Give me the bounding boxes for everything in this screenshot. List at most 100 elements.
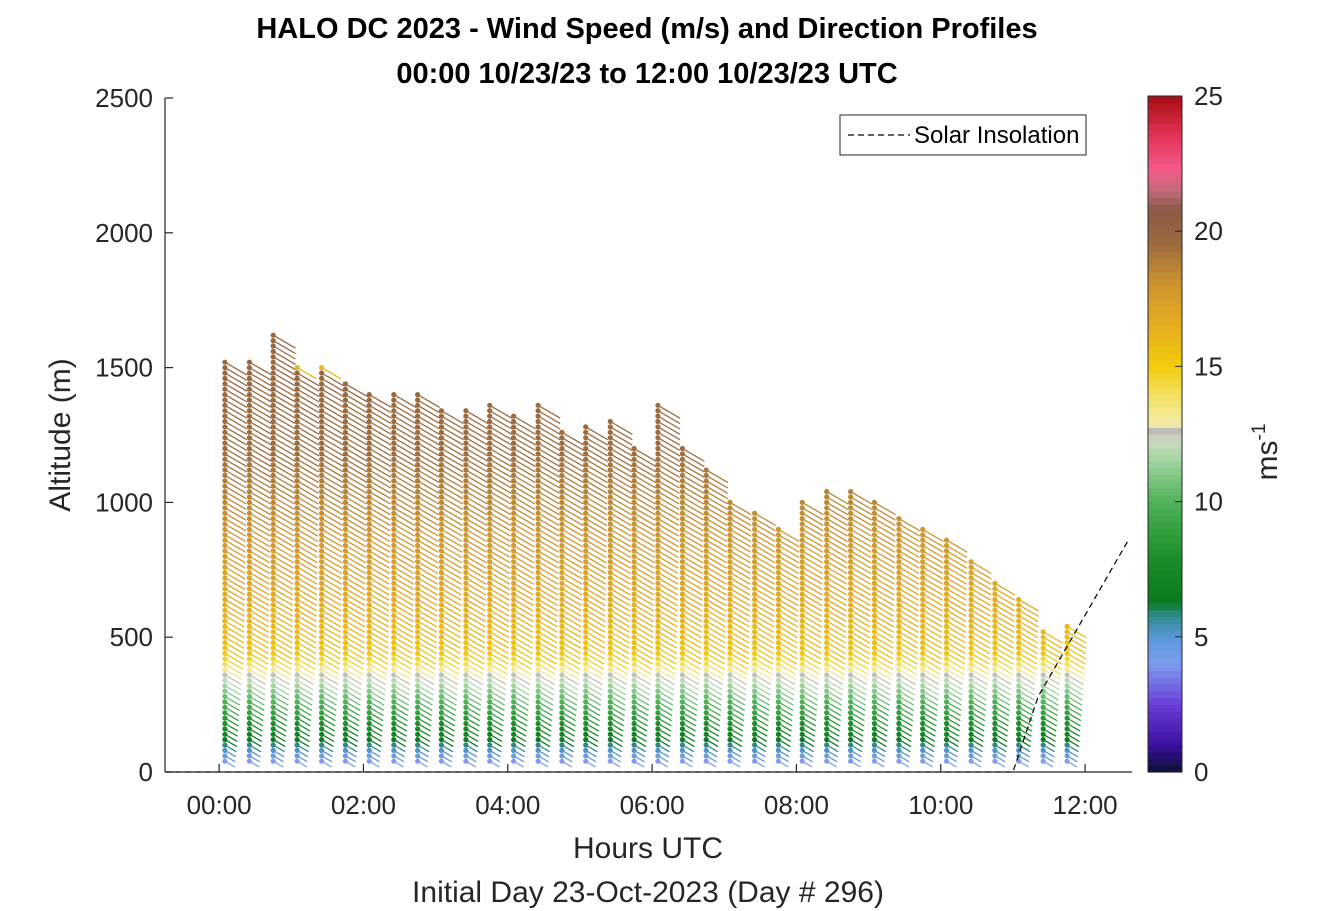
wind-barb-point [920, 726, 926, 732]
wind-barb-point [679, 516, 686, 522]
wind-barb [1042, 712, 1058, 722]
wind-barb [994, 658, 1014, 670]
wind-barb [1018, 706, 1034, 717]
wind-barb [682, 582, 703, 596]
wind-barb [272, 528, 295, 543]
x-tick-label: 08:00 [764, 790, 829, 820]
wind-barb [922, 588, 943, 601]
wind-barb [729, 663, 749, 676]
wind-barb [657, 534, 679, 548]
wind-barb [393, 550, 415, 564]
wind-barb [850, 588, 871, 601]
wind-barb-point [319, 365, 325, 371]
wind-barb [513, 544, 535, 559]
wind-barb [321, 404, 345, 419]
wind-barb-point [246, 650, 252, 657]
wind-barb [296, 588, 318, 601]
wind-barb-point [438, 548, 444, 554]
wind-barb-point [342, 489, 348, 495]
wind-barb-point [1016, 672, 1022, 678]
wind-barb-point [871, 505, 878, 511]
wind-barb [850, 550, 872, 564]
wind-barb [537, 566, 559, 580]
wind-barb [513, 437, 536, 452]
wind-barb-point [799, 499, 805, 505]
wind-barb-point [246, 542, 252, 549]
wind-barb-point [535, 424, 541, 430]
wind-barb-point [1040, 629, 1046, 635]
wind-barb [850, 685, 867, 696]
wind-barb [441, 582, 462, 596]
wind-barb [513, 695, 529, 706]
wind-barb [705, 582, 727, 596]
wind-barb-point [487, 483, 493, 489]
wind-barb-point [366, 758, 372, 764]
wind-barb-point [871, 645, 878, 651]
wind-barb [609, 642, 630, 655]
wind-barb-point [943, 613, 950, 619]
wind-barb [321, 609, 342, 623]
wind-barb [946, 706, 962, 717]
wind-barb [272, 550, 295, 564]
wind-barb [296, 458, 320, 473]
wind-barb [224, 598, 245, 612]
colorbar-strip [1148, 339, 1182, 347]
wind-barb [513, 507, 536, 521]
wind-barb-point [1016, 667, 1022, 673]
wind-barb [585, 426, 609, 441]
wind-barb [345, 577, 366, 591]
wind-barb [874, 706, 889, 717]
wind-barb [441, 690, 458, 701]
wind-barb-point [799, 704, 805, 710]
wind-barb-point [438, 451, 444, 457]
wind-barb-point [438, 715, 444, 721]
wind-barb-point [679, 591, 686, 597]
wind-barb [778, 609, 799, 623]
wind-barb [345, 604, 366, 617]
wind-barb-point [655, 408, 661, 414]
wind-barb [441, 469, 464, 484]
wind-barb-point [222, 607, 228, 613]
wind-barb [778, 615, 799, 628]
wind-barb [1066, 679, 1084, 691]
wind-barb-point [463, 699, 469, 705]
wind-barb [729, 669, 748, 681]
wind-barb [393, 582, 415, 596]
wind-barb [633, 620, 654, 633]
wind-barb-point [559, 429, 565, 435]
wind-barb [321, 426, 344, 441]
wind-barb [537, 410, 561, 425]
wind-barb [754, 712, 769, 722]
wind-barb-point [631, 456, 637, 462]
wind-barb [393, 512, 416, 526]
colorbar-strip [1148, 359, 1182, 367]
wind-barb [705, 663, 725, 676]
wind-barb-point [1064, 629, 1070, 635]
wind-barb [417, 474, 440, 489]
wind-barb [321, 658, 341, 670]
wind-barb [224, 415, 248, 430]
wind-barb-point [824, 715, 830, 721]
wind-barb [368, 674, 387, 686]
wind-barb [249, 399, 272, 414]
wind-barb [682, 652, 702, 665]
wind-barb-point [510, 472, 517, 478]
wind-barb-point [342, 537, 348, 543]
wind-barb-point [294, 559, 300, 565]
colorbar-strip [1148, 305, 1182, 313]
wind-barb [970, 706, 986, 717]
wind-barb [224, 399, 248, 414]
wind-barb-point [824, 656, 830, 662]
wind-barb-point [535, 699, 541, 705]
wind-barb [729, 528, 752, 543]
wind-barb [321, 625, 342, 639]
wind-barb-point [655, 591, 661, 597]
wind-barb-point [535, 435, 541, 441]
wind-barb-point [848, 753, 854, 759]
wind-barb [682, 523, 704, 537]
wind-barb [633, 491, 656, 505]
wind-barb [224, 507, 247, 521]
wind-barb [465, 625, 486, 639]
wind-barb [850, 566, 872, 580]
wind-barb-point [535, 445, 541, 452]
